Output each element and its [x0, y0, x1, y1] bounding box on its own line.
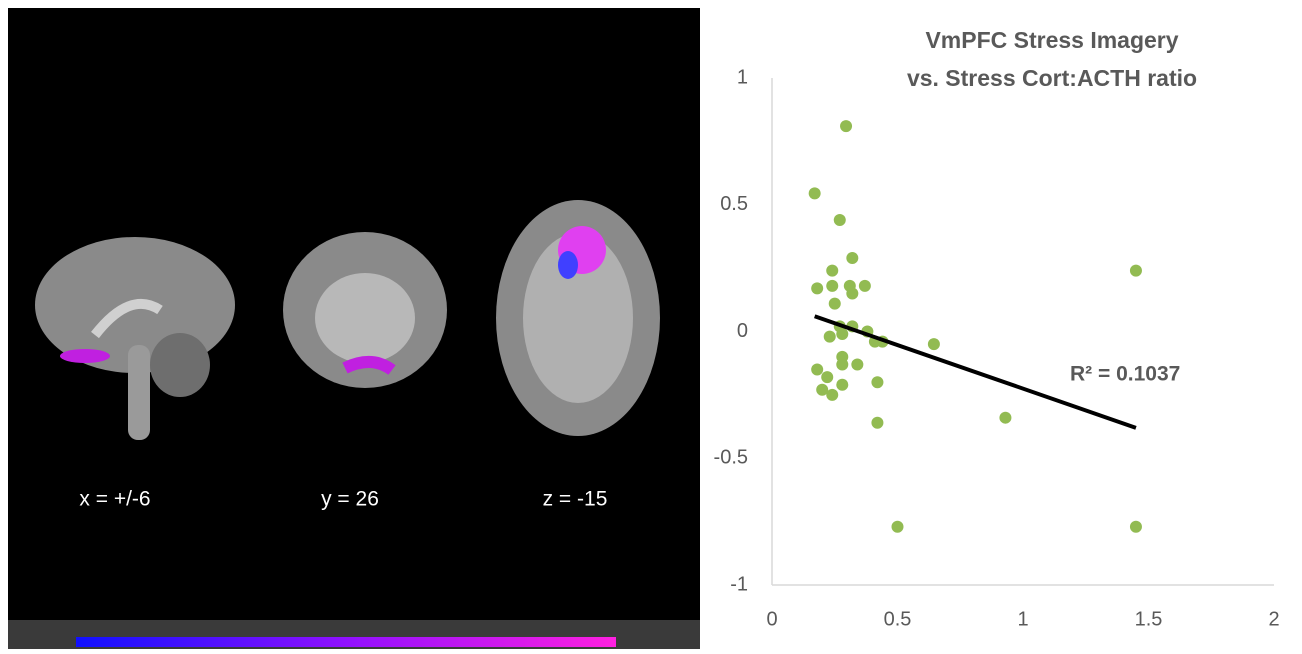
- chart-title: VmPFC Stress Imagery: [925, 27, 1178, 53]
- figure: VmPFC Stress Imagery vs. Stress Cort:ACT…: [0, 0, 1302, 649]
- point: [999, 412, 1011, 424]
- activation: [60, 349, 110, 363]
- y-tick-label: -1: [730, 573, 748, 595]
- x-tick-label: 1: [1017, 608, 1028, 630]
- point: [826, 280, 838, 292]
- point: [811, 364, 823, 376]
- point: [836, 358, 848, 370]
- cerebellum: [150, 333, 210, 397]
- point: [836, 379, 848, 391]
- brain-panel: [8, 8, 700, 649]
- point: [840, 120, 852, 132]
- point: [809, 187, 821, 199]
- x-tick-label: 2: [1268, 608, 1279, 630]
- point: [811, 282, 823, 294]
- slice-label: x = +/-6: [79, 488, 150, 511]
- point: [836, 328, 848, 340]
- chart-title: vs. Stress Cort:ACTH ratio: [907, 65, 1197, 91]
- annotation: R² = 0.1037: [1070, 363, 1180, 386]
- point: [871, 417, 883, 429]
- x-tick-label: 0.5: [884, 608, 912, 630]
- point: [846, 287, 858, 299]
- slice-label: z = -15: [543, 488, 608, 511]
- point: [821, 371, 833, 383]
- slice-label: y = 26: [321, 488, 379, 511]
- point: [826, 389, 838, 401]
- point: [928, 338, 940, 350]
- point: [851, 358, 863, 370]
- white-matter: [315, 273, 415, 363]
- brainstem: [128, 345, 150, 440]
- page: VmPFC Stress Imagery vs. Stress Cort:ACT…: [0, 0, 1302, 649]
- point: [824, 331, 836, 343]
- activation: [558, 251, 578, 279]
- x-tick-label: 0: [766, 608, 777, 630]
- point: [826, 265, 838, 277]
- point: [829, 298, 841, 310]
- colorbar: [76, 637, 616, 647]
- point: [859, 280, 871, 292]
- point: [871, 376, 883, 388]
- x-tick-label: 1.5: [1135, 608, 1163, 630]
- y-tick-label: 0: [737, 320, 748, 342]
- point: [846, 252, 858, 264]
- point: [1130, 265, 1142, 277]
- y-tick-label: 0.5: [720, 193, 748, 215]
- point: [1130, 521, 1142, 533]
- y-tick-label: -0.5: [714, 447, 748, 469]
- point: [892, 521, 904, 533]
- y-tick-label: 1: [737, 66, 748, 88]
- point: [834, 214, 846, 226]
